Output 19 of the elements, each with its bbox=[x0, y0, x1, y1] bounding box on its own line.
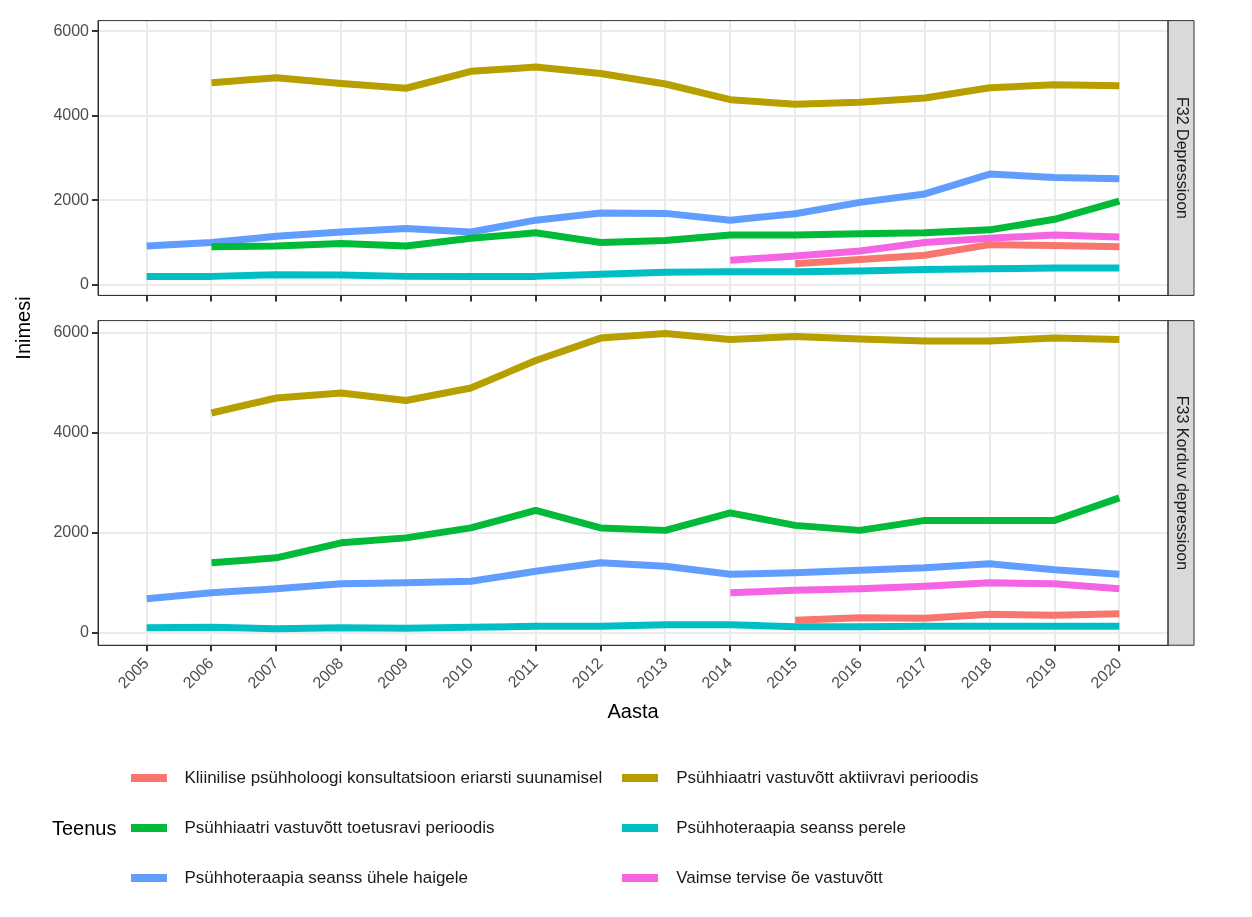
y-tick-label: 4000 bbox=[53, 106, 90, 124]
legend-label: Psühhoteraapia seanss perele bbox=[676, 818, 906, 838]
y-axis-title: Inimesi bbox=[11, 296, 35, 360]
legend-title: Teenus bbox=[52, 816, 117, 840]
legend-label: Psühhoteraapia seanss ühele haigele bbox=[184, 868, 469, 888]
y-tick-label: 6000 bbox=[53, 323, 90, 341]
text: F33 Korduv depressioon bbox=[1173, 395, 1191, 571]
y-tick-label: 2000 bbox=[53, 523, 90, 541]
legend-label: Kliinilise psühholoogi konsultatsioon eriarsti suunamisel bbox=[184, 768, 603, 788]
legend-label: Vaimse tervise õe vastuvõtt bbox=[676, 868, 883, 888]
x-axis-title: Aasta bbox=[607, 699, 660, 722]
y-tick-label: 6000 bbox=[53, 21, 90, 39]
text: F32 Depressioon bbox=[1173, 97, 1191, 219]
legend-label: Psühhiaatri vastuvõtt aktiivravi perioodis bbox=[676, 768, 979, 788]
y-tick-label: 2000 bbox=[53, 190, 90, 208]
legend-label: Psühhiaatri vastuvõtt toetusravi perioodis bbox=[184, 818, 495, 838]
y-tick-label: 0 bbox=[80, 623, 90, 641]
y-tick-label: 4000 bbox=[53, 423, 90, 441]
y-tick-label: 0 bbox=[80, 275, 90, 293]
